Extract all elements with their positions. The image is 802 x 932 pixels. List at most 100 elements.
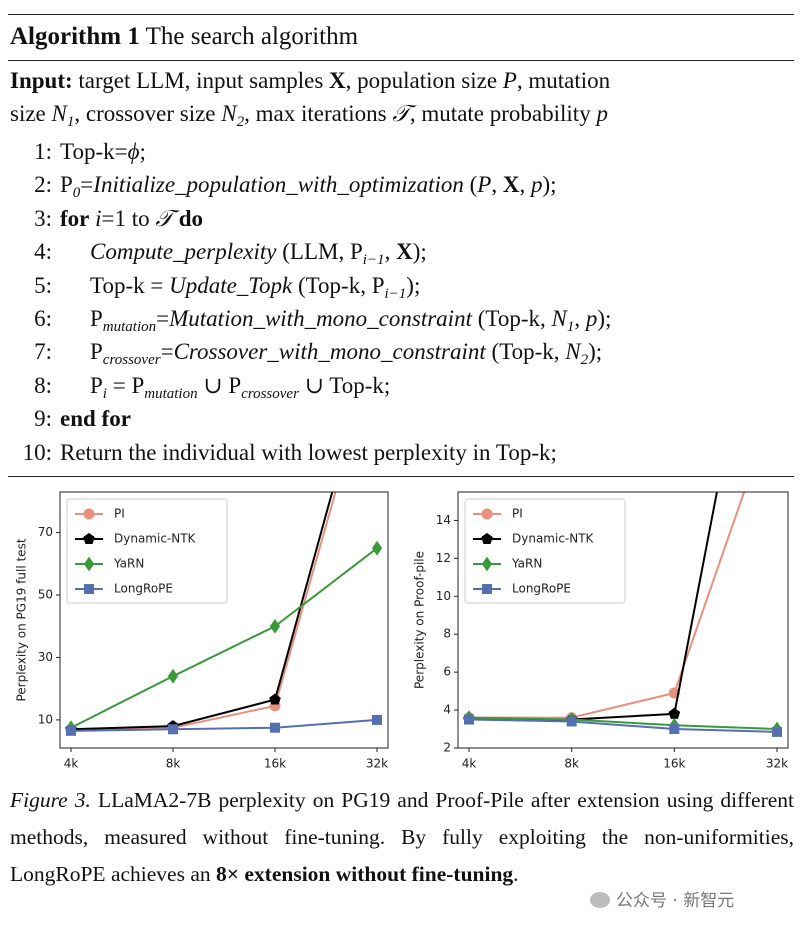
text-segment: Top-k = [90,272,170,298]
marker [167,668,179,684]
text-segment: ϕ [127,139,140,164]
text-segment: ); [588,339,603,365]
marker [269,693,281,705]
y-tick-label: 70 [38,525,53,539]
step-number: 3: [34,205,52,231]
step-number: 4: [34,239,52,265]
rule [8,14,794,15]
text-segment: i−1 [362,252,385,269]
text-segment: , crossover size [74,101,222,126]
step-body: end for [60,406,131,431]
text-segment: Compute_perplexity [90,239,277,265]
watermark-text: 公众号 · 新智元 [616,891,735,911]
algorithm-step: 9: end for [10,404,131,434]
text-segment: ); [597,306,612,331]
text-segment: p [585,306,598,331]
step-number: 5: [34,272,52,298]
watermark: 公众号 · 新智元 [590,886,734,911]
x-tick-label: 8k [166,757,181,771]
series-line [468,718,778,733]
text-segment: Return the individual with lowest perple… [60,439,557,465]
text-segment: i [102,385,107,402]
text-segment: , population size [345,68,503,93]
axes-frame [457,491,789,749]
algorithm-step: 6: Pmutation=Mutation_with_mono_constrain… [10,304,611,342]
marker [566,716,577,727]
text-segment: ); [542,172,557,198]
text-segment: P [90,306,103,331]
x-tick-label: 32k [366,757,388,771]
text-segment: Crossover_with_mono_constraint [173,339,486,365]
algorithm-step: 1: Top-k=ϕ; [10,137,146,167]
y-tick-label: 10 [436,589,451,603]
text-segment: p [530,172,543,198]
y-tick-label: 10 [38,712,53,726]
legend-label: PI [114,507,125,521]
marker [66,725,76,736]
y-tick-label: 6 [443,665,451,679]
text-segment: ( [463,172,478,198]
legend-label: PI [512,507,523,521]
step-body: P0=Initialize_population_with_optimizati… [60,172,557,201]
text-segment: =1 to [101,205,156,231]
text-segment: crossover [241,385,299,402]
text-segment: (Top-k, [485,339,566,365]
text-segment: mutation [102,319,157,335]
y-tick-label: 2 [443,741,451,755]
text-segment: P [477,172,492,198]
marker [481,556,493,572]
legend-label: LongRoPE [512,582,571,596]
x-tick-label: 16k [264,757,286,771]
y-tick-label: 14 [436,513,451,527]
step-number: 9: [34,406,52,432]
y-tick-label: 8 [443,627,451,641]
text-segment: 𝒯 [155,205,174,231]
algorithm-step: 7: Pcrossover=Crossover_with_mono_constra… [10,337,602,375]
legend-label: Dynamic-NTK [114,532,197,546]
text-segment: , mutation [516,68,611,93]
marker [270,722,280,733]
text-segment: P [90,372,103,398]
text-segment: The search algorithm [139,23,359,50]
text-segment: = [80,172,94,198]
text-segment: ); [406,272,421,298]
y-tick-label: 50 [38,588,53,602]
y-tick-label: 12 [436,551,451,565]
x-tick-label: 4k [64,757,79,771]
y-tick-label: 4 [443,703,451,717]
text-segment: (Top-k, [471,306,552,331]
x-tick-label: 4k [462,757,477,771]
algorithm-step: 10: Return the individual with lowest per… [10,438,557,468]
marker [371,540,383,556]
text-segment: 8× extension without fine-tuning [216,862,514,886]
text-segment: ); [412,239,427,265]
text-segment: X [396,239,413,265]
algorithm-step: 2: P0=Initialize_population_with_optimiza… [10,170,557,208]
text-segment: P [502,68,517,93]
marker [482,584,492,594]
step-body: Pmutation=Mutation_with_mono_constraint … [90,306,612,335]
text-segment: X [502,172,520,198]
series-line [70,492,334,731]
text-segment: ; [139,139,146,164]
text-segment: = [160,339,174,365]
step-body: Top-k = Update_Topk (Top-k, Pi−1); [90,272,421,302]
text-segment: end for [60,406,131,432]
rule [8,60,794,61]
text-segment: for [60,205,90,231]
text-segment: 2 [580,352,589,369]
step-number: 6: [34,306,52,331]
step-body: Pi = Pmutation ∪ Pcrossover ∪ Top-k; [90,372,390,402]
text-segment: , [519,172,531,198]
legend-box [464,498,626,604]
step-number: 2: [34,172,52,198]
x-tick-label: 16k [663,757,685,771]
text-segment: p [596,101,608,126]
text-segment: X [329,68,346,93]
text-segment: N [221,101,237,126]
text-segment: , [384,239,397,265]
step-body: Compute_perplexity (LLM, Pi−1, X); [90,239,427,268]
text-segment: , [574,306,586,331]
step-number: 8: [34,372,52,398]
chart: 2 4 6 8 10 12 14 4k 8k 16k 32k Perplexity on Proof-… [413,491,789,771]
